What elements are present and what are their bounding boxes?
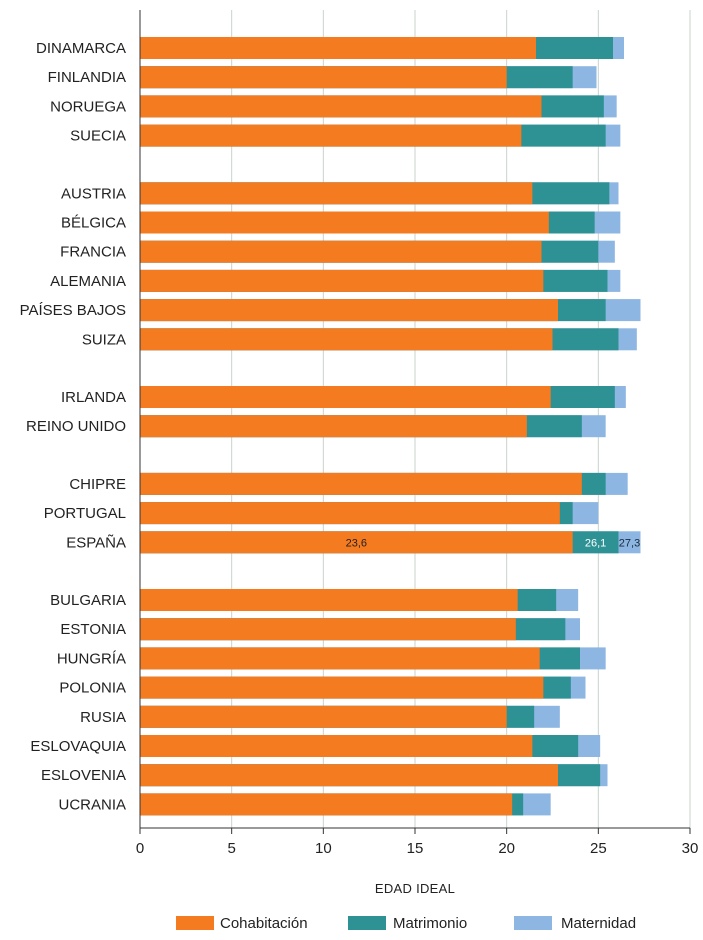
x-tick-label: 0: [136, 840, 144, 857]
category-label: AUSTRIA: [61, 185, 126, 202]
category-label: ESTONIA: [60, 621, 126, 638]
category-label: FRANCIA: [60, 244, 126, 261]
bar-cohabitacion: [140, 502, 560, 525]
bar-cohabitacion: [140, 240, 542, 263]
bar-cohabitacion: [140, 328, 553, 351]
category-label: ESPAÑA: [66, 534, 126, 551]
bar-cohabitacion: [140, 472, 582, 495]
bar-cohabitacion: [140, 211, 549, 234]
bar-cohabitacion: [140, 182, 533, 205]
category-label: ESLOVAQUIA: [30, 738, 126, 755]
legend-swatch: [514, 916, 552, 930]
category-label: NORUEGA: [50, 98, 126, 115]
x-tick-label: 20: [498, 840, 515, 857]
x-tick-label: 5: [227, 840, 235, 857]
bar-cohabitacion: [140, 299, 558, 322]
bar-cohabitacion: [140, 531, 573, 554]
legend-label: Cohabitación: [220, 915, 308, 932]
x-tick-label: 15: [407, 840, 424, 857]
category-label: HUNGRÍA: [57, 650, 126, 667]
bar-cohabitacion: [140, 37, 536, 59]
data-label: 23,6: [346, 537, 367, 549]
category-label: ESLOVENIA: [41, 767, 126, 784]
bar-cohabitacion: [140, 764, 558, 787]
x-axis-title: EDAD IDEAL: [375, 881, 455, 896]
legend-label: Maternidad: [561, 915, 636, 932]
category-label: POLONIA: [59, 680, 126, 697]
category-label: PAÍSES BAJOS: [20, 302, 126, 319]
bar-cohabitacion: [140, 618, 516, 641]
category-label: SUECIA: [70, 128, 126, 145]
category-label: PORTUGAL: [44, 505, 126, 522]
x-tick-label: 10: [315, 840, 332, 857]
x-axis: 0 5 10 15 20 25 30: [136, 10, 699, 857]
bar-cohabitacion: [140, 735, 533, 757]
category-label: CHIPRE: [69, 476, 126, 493]
bar-cohabitacion: [140, 386, 551, 408]
legend-swatch: [176, 916, 214, 930]
bar-cohabitacion: [140, 589, 518, 611]
x-tick-label: 30: [682, 840, 699, 857]
bar-cohabitacion: [140, 676, 544, 699]
category-label: FINLANDIA: [48, 69, 126, 86]
bar-cohabitacion: [140, 415, 527, 438]
category-label: BULGARIA: [50, 592, 126, 609]
category-label: REINO UNIDO: [26, 418, 126, 435]
bar-cohabitacion: [140, 66, 507, 89]
bar-cohabitacion: [140, 95, 542, 118]
bars-layer: [140, 37, 641, 816]
legend-label: Matrimonio: [393, 915, 467, 932]
data-label: 26,1: [585, 537, 606, 549]
category-label: SUIZA: [82, 331, 126, 348]
category-label: DINAMARCA: [36, 40, 126, 57]
bar-cohabitacion: [140, 269, 544, 292]
category-labels: DINAMARCA FINLANDIA NORUEGA SUECIA AUSTRIA BÉ…: [20, 40, 641, 813]
category-label: RUSIA: [80, 709, 126, 726]
category-label: IRLANDA: [61, 389, 126, 406]
legend: Cohabitación Matrimonio Maternidad: [176, 915, 636, 932]
bar-cohabitacion: [140, 793, 513, 816]
legend-swatch: [348, 916, 386, 930]
x-tick-label: 25: [590, 840, 607, 857]
bar-cohabitacion: [140, 705, 507, 728]
category-label: BÉLGICA: [61, 215, 126, 232]
bar-cohabitacion: [140, 647, 540, 670]
category-label: ALEMANIA: [50, 273, 126, 290]
data-label: 27,3: [619, 537, 640, 549]
bar-cohabitacion: [140, 124, 522, 147]
category-label: UCRANIA: [58, 796, 126, 813]
